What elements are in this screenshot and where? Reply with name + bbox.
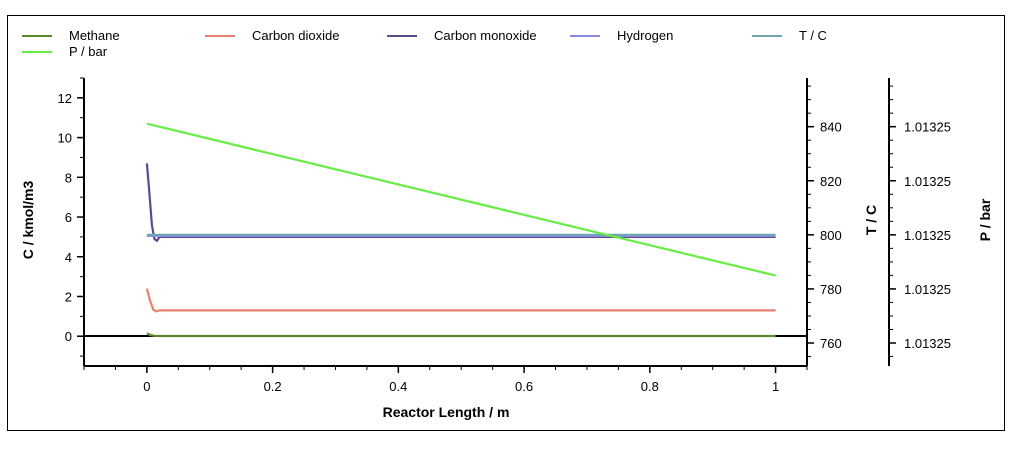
series-line-carbon-monoxide (145, 163, 776, 242)
y2-tick-label: 820 (820, 174, 842, 189)
y3-tick-label: 1.01325 (904, 336, 951, 351)
y2-tick-label: 760 (820, 336, 842, 351)
y-axis-title: C / kmol/m3 (20, 181, 36, 260)
chart-frame (7, 15, 1005, 431)
legend-label-temperature: T / C (799, 28, 827, 43)
x-tick-label: 0 (143, 379, 150, 394)
legend-label-methane: Methane (69, 28, 120, 43)
legend-label-carbon-dioxide: Carbon dioxide (252, 28, 339, 43)
y2-tick-label: 780 (820, 282, 842, 297)
x-tick-label: 0.8 (641, 379, 659, 394)
series-line-methane (146, 332, 776, 338)
x-axis-title: Reactor Length / m (383, 404, 510, 420)
ticks: 0 0.2 0.4 0.6 0.8 10246810127607808008208401.… (58, 77, 951, 394)
y3-tick-label: 1.01325 (904, 174, 951, 189)
y-tick-label: 10 (58, 131, 72, 146)
legend: Methane Carbon dioxide Carbon monoxide H… (22, 28, 827, 59)
y-tick-label: 2 (65, 289, 72, 304)
x-tick-label: 1 (772, 379, 779, 394)
legend-label-hydrogen: Hydrogen (617, 28, 673, 43)
x-tick-label: 0.2 (264, 379, 282, 394)
series-line-p-bar (146, 122, 776, 277)
x-tick-label: 0.4 (389, 379, 407, 394)
series (145, 122, 776, 338)
y3-tick-label: 1.01325 (904, 228, 951, 243)
legend-label-pressure: P / bar (69, 44, 108, 59)
series-line-carbon-dioxide (145, 288, 776, 313)
legend-label-carbon-monoxide: Carbon monoxide (434, 28, 537, 43)
y-tick-label: 8 (65, 170, 72, 185)
y2-tick-label: 800 (820, 228, 842, 243)
y2-axis-title: T / C (863, 205, 879, 235)
y-tick-label: 0 (65, 329, 72, 344)
y-tick-label: 6 (65, 210, 72, 225)
x-tick-label: 0.6 (515, 379, 533, 394)
y-tick-label: 4 (65, 250, 72, 265)
y-tick-label: 12 (58, 91, 72, 106)
y3-tick-label: 1.01325 (904, 282, 951, 297)
y3-tick-label: 1.01325 (904, 120, 951, 135)
y2-tick-label: 840 (820, 120, 842, 135)
y3-axis-title: P / bar (977, 198, 993, 241)
